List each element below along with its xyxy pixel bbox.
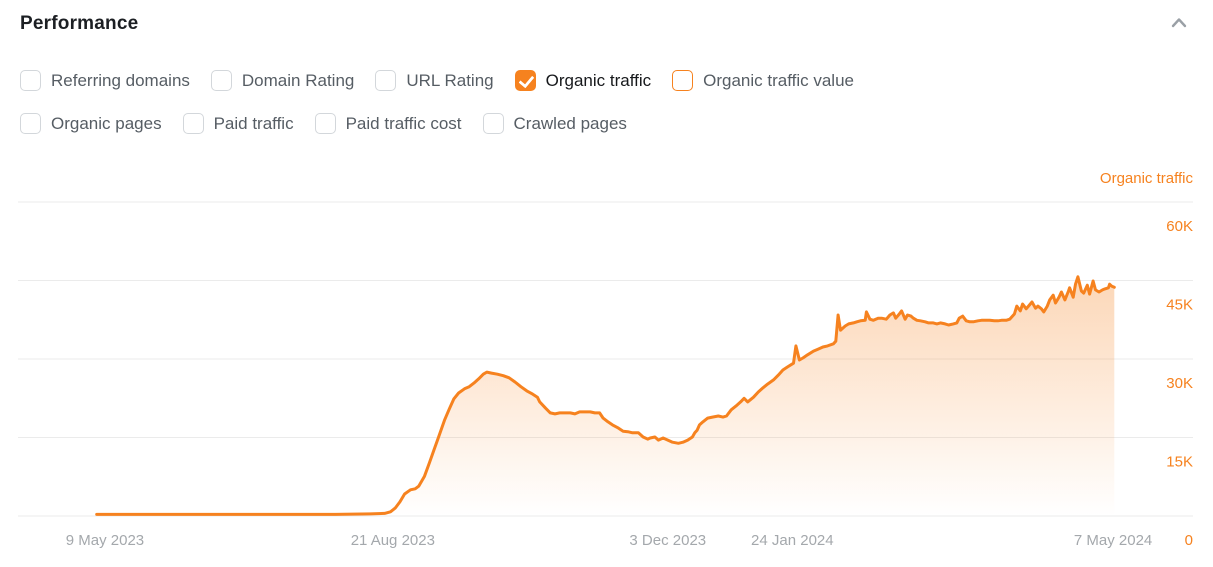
metric-label: Organic traffic value	[703, 70, 854, 90]
x-tick-label: 21 Aug 2023	[351, 532, 435, 549]
checkbox-icon[interactable]	[210, 70, 232, 91]
x-tick-label: 24 Jan 2024	[751, 532, 834, 549]
metric-row-1: Referring domains Domain Rating URL Rati…	[20, 70, 1193, 91]
checkbox-icon[interactable]	[314, 113, 336, 134]
metric-label: Organic traffic	[545, 70, 652, 90]
chevron-up-icon	[1168, 18, 1190, 37]
metric-item-paid-traffic[interactable]: Paid traffic	[182, 113, 294, 134]
metric-label: Referring domains	[51, 70, 190, 90]
chart-plot-area[interactable]	[18, 202, 1193, 516]
metric-item-crawled-pages[interactable]: Crawled pages	[482, 113, 627, 134]
panel-header: Performance	[0, 0, 1213, 39]
metric-label: Paid traffic cost	[345, 113, 462, 133]
metric-item-organic-pages[interactable]: Organic pages	[20, 113, 162, 134]
checkbox-checked-icon[interactable]	[514, 70, 536, 91]
metric-label: Domain Rating	[241, 70, 355, 90]
checkbox-icon[interactable]	[20, 113, 41, 134]
checkbox-icon[interactable]	[375, 70, 397, 91]
y-tick-label: 0	[1185, 532, 1193, 549]
metric-item-paid-traffic-cost[interactable]: Paid traffic cost	[314, 113, 462, 134]
checkbox-icon[interactable]	[20, 70, 41, 91]
metric-item-organic-traffic[interactable]: Organic traffic	[514, 70, 652, 91]
metric-label: Organic pages	[51, 113, 162, 133]
chart-series-label: Organic traffic	[1100, 170, 1194, 187]
checkbox-icon[interactable]	[672, 70, 694, 91]
metric-label: Paid traffic	[213, 113, 294, 133]
metric-item-referring-domains[interactable]: Referring domains	[20, 70, 190, 91]
metric-item-organic-traffic-value[interactable]: Organic traffic value	[672, 70, 854, 91]
metric-item-domain-rating[interactable]: Domain Rating	[210, 70, 355, 91]
metric-label: URL Rating	[406, 70, 494, 90]
metric-item-url-rating[interactable]: URL Rating	[375, 70, 494, 91]
x-tick-label: 9 May 2023	[66, 532, 144, 549]
collapse-panel-button[interactable]	[1167, 12, 1191, 36]
panel-title: Performance	[20, 13, 139, 34]
metric-toggles: Referring domains Domain Rating URL Rati…	[0, 70, 1213, 134]
x-tick-label: 7 May 2024	[1074, 532, 1152, 549]
x-tick-label: 3 Dec 2023	[629, 532, 706, 549]
metric-row-2: Organic pages Paid traffic Paid traffic …	[20, 113, 1193, 134]
checkbox-icon[interactable]	[482, 113, 504, 134]
metric-label: Crawled pages	[513, 113, 627, 133]
checkbox-icon[interactable]	[182, 113, 204, 134]
